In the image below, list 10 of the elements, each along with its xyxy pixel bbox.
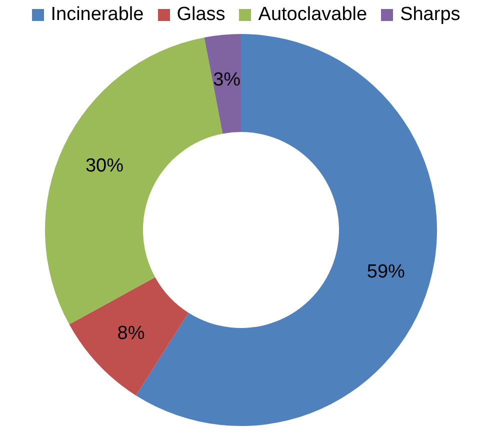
legend-label: Autoclavable [258,4,368,26]
data-label: 8% [117,322,145,344]
legend-label: Sharps [400,4,460,26]
donut-slice [69,277,188,396]
data-label: 3% [213,69,241,90]
legend-label: Glass [176,4,226,26]
data-label: 30% [85,155,124,176]
legend-label: Incinerable [50,4,144,26]
data-label: 59% [366,262,406,283]
donut-slice [204,34,241,134]
